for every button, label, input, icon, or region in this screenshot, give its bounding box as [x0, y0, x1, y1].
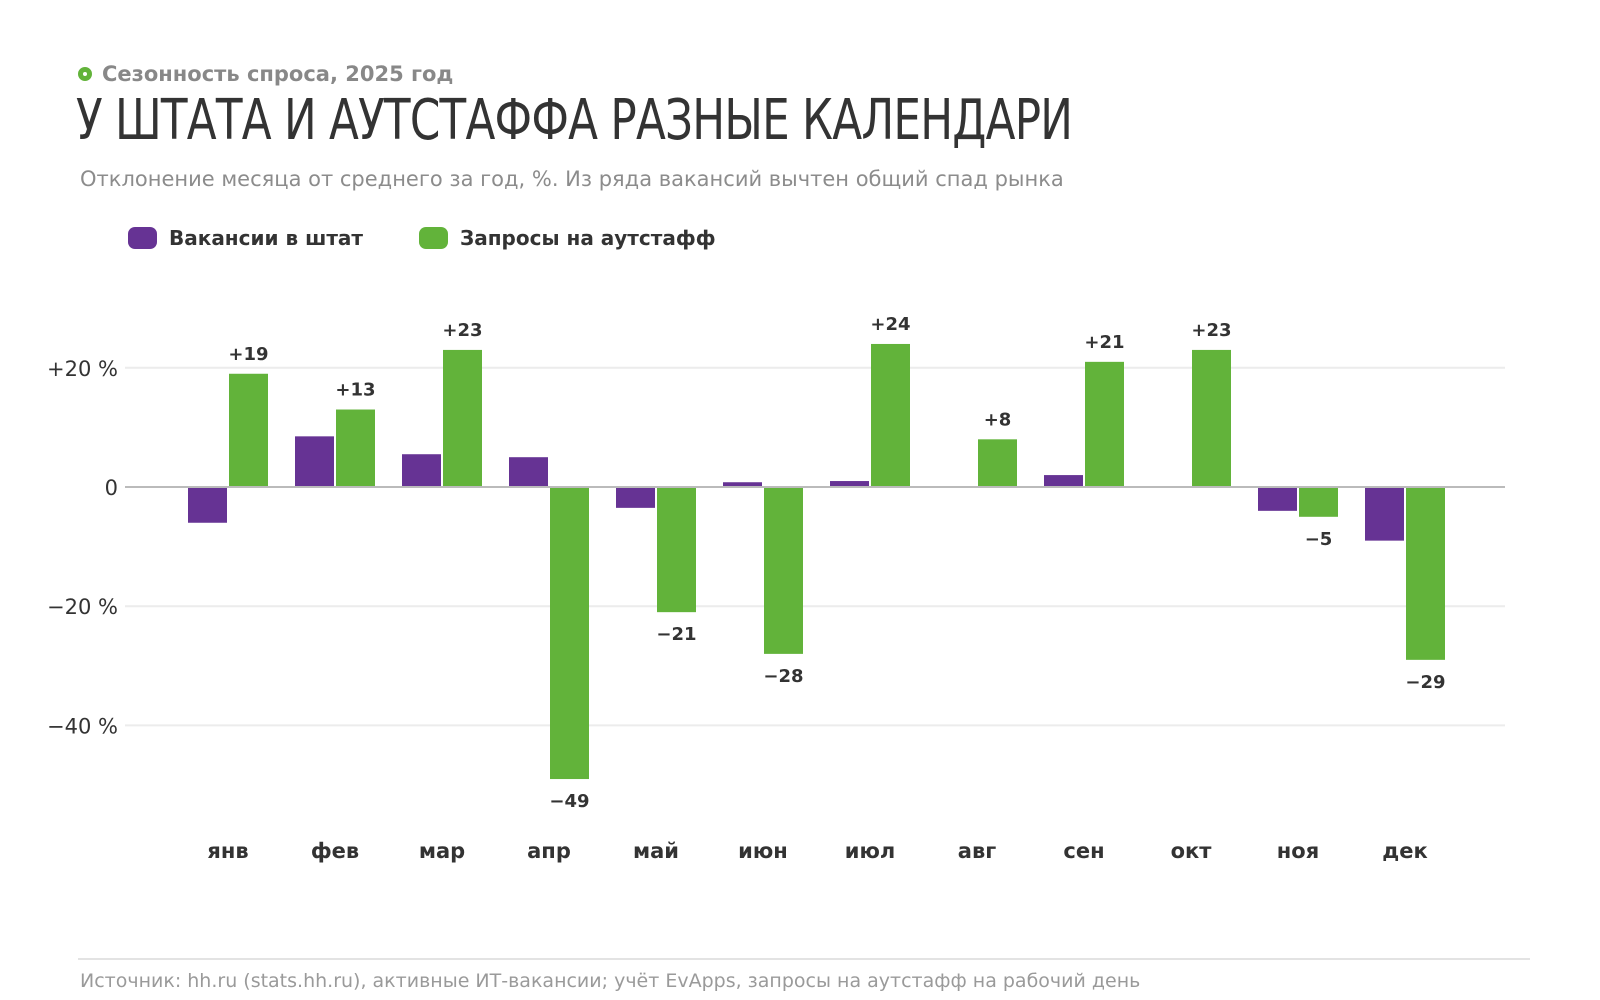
- bar-outstaff: [1192, 349, 1231, 487]
- legend-swatch-outstaff: [419, 227, 449, 249]
- bar-outstaff: [336, 409, 375, 487]
- data-label: −28: [763, 666, 803, 687]
- x-tick-label: дек: [1382, 839, 1427, 863]
- bar-staff: [402, 454, 441, 487]
- legend-label-outstaff: Запросы на аутстафф: [460, 226, 716, 250]
- bar-staff: [1258, 487, 1297, 511]
- bar-staff: [509, 457, 548, 487]
- x-tick-label: янв: [207, 839, 248, 863]
- data-label: +23: [442, 320, 482, 341]
- data-label: −21: [656, 624, 696, 645]
- x-tick-label: июн: [738, 839, 788, 863]
- bar-outstaff: [871, 343, 910, 487]
- x-tick-label: июл: [845, 839, 896, 863]
- data-label: +23: [1191, 320, 1231, 341]
- bar-staff: [1365, 487, 1404, 541]
- x-tick-label: фев: [311, 839, 359, 863]
- bar-outstaff: [1299, 487, 1338, 517]
- circle-icon: [78, 67, 92, 81]
- data-label: +19: [228, 344, 268, 365]
- legend: Вакансии в штат Запросы на аутстафф: [128, 226, 716, 250]
- bar-outstaff: [978, 439, 1017, 487]
- chart-title: У ШТАТА И АУТСТАФФА РАЗНЫЕ КАЛЕНДАРИ: [76, 88, 1073, 153]
- y-tick-label: +20 %: [47, 357, 118, 381]
- x-tick-label: апр: [527, 839, 571, 863]
- bar-outstaff: [1406, 487, 1445, 660]
- data-label: +21: [1084, 332, 1124, 353]
- x-tick-label: авг: [958, 839, 996, 863]
- data-label: +13: [335, 380, 375, 401]
- bar-outstaff: [764, 487, 803, 654]
- bar-outstaff: [229, 373, 268, 487]
- data-label: +8: [984, 409, 1012, 430]
- source-note: Источник: hh.ru (stats.hh.ru), активные …: [80, 970, 1141, 992]
- legend-label-staff: Вакансии в штат: [169, 226, 364, 250]
- data-label: −29: [1405, 672, 1445, 693]
- bar-outstaff: [443, 349, 482, 487]
- legend-item-staff: Вакансии в штат: [128, 226, 363, 250]
- x-tick-label: сен: [1063, 839, 1104, 863]
- bar-staff: [188, 487, 227, 523]
- data-label: −49: [549, 791, 589, 812]
- x-tick-label: май: [633, 839, 679, 863]
- data-label: −5: [1305, 529, 1333, 550]
- bar-staff: [295, 436, 334, 487]
- x-tick-label: окт: [1171, 839, 1213, 863]
- bar-chart: +20 % 0 −20 % −40 % +19 янв +13 фев +23 мар −49 апр…: [47, 314, 1505, 863]
- legend-swatch-staff: [128, 227, 157, 249]
- y-tick-label: −40 %: [47, 714, 118, 738]
- bar-outstaff: [550, 487, 589, 780]
- bar-outstaff: [1085, 361, 1124, 487]
- x-tick-label: ноя: [1277, 839, 1319, 863]
- y-tick-label: 0: [105, 476, 118, 500]
- bar-staff: [723, 482, 762, 487]
- chart-subtitle: Отклонение месяца от среднего за год, %.…: [80, 167, 1064, 191]
- bar-staff: [616, 487, 655, 508]
- bar-staff: [1044, 475, 1083, 487]
- footer-divider: [78, 958, 1530, 960]
- x-tick-label: мар: [419, 839, 465, 863]
- bar-staff: [830, 481, 869, 487]
- y-tick-label: −20 %: [47, 595, 118, 619]
- bar-outstaff: [657, 487, 696, 613]
- kicker: Сезонность спроса, 2025 год: [78, 62, 453, 86]
- kicker-text: Сезонность спроса, 2025 год: [102, 62, 454, 86]
- legend-item-outstaff: Запросы на аутстафф: [419, 226, 716, 250]
- data-label: +24: [870, 314, 910, 335]
